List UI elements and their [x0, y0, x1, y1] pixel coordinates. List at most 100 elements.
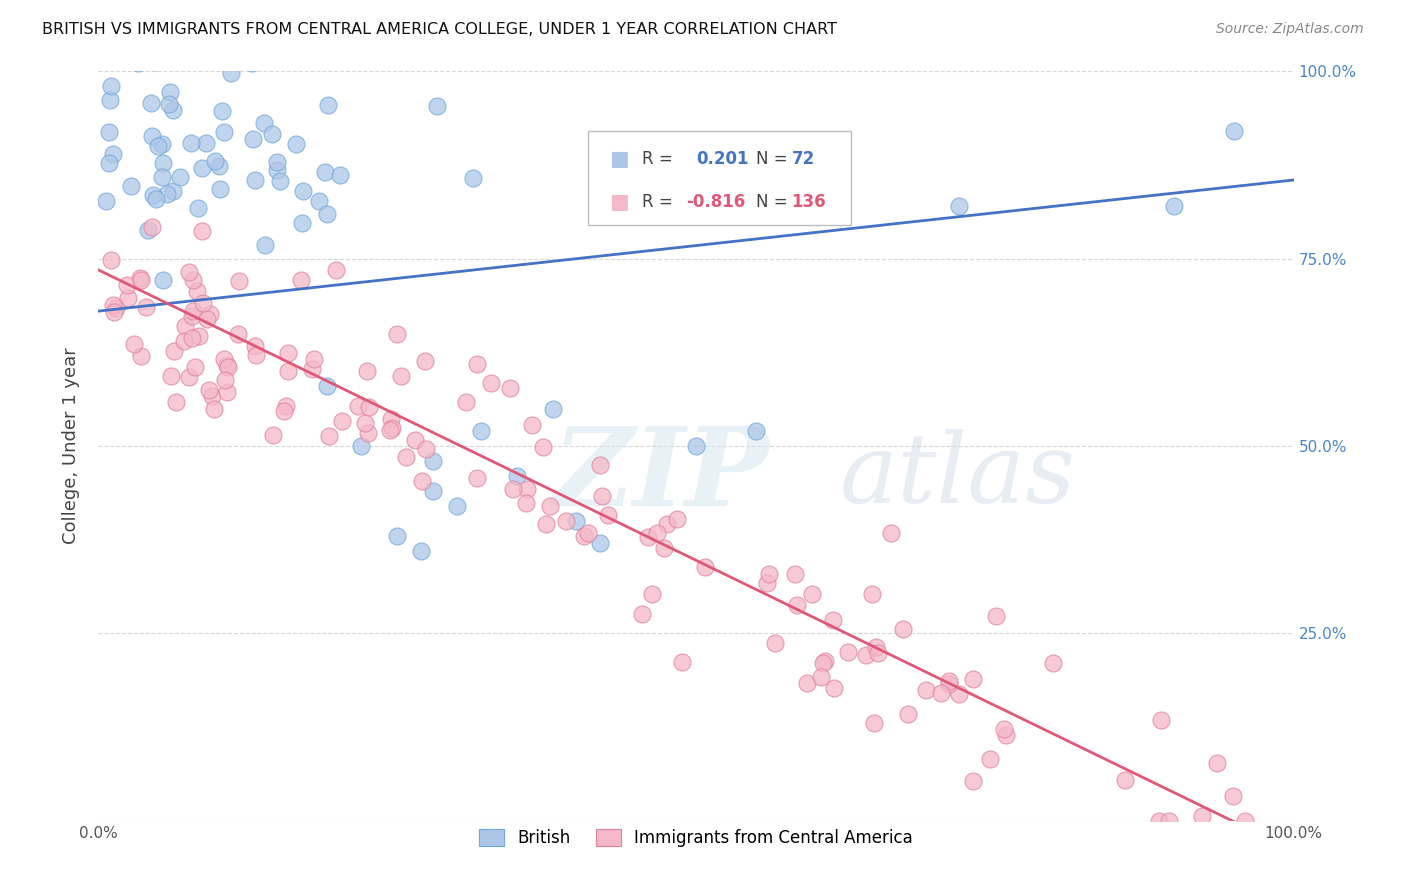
Text: Source: ZipAtlas.com: Source: ZipAtlas.com: [1216, 22, 1364, 37]
Point: [129, 271, 152, 285]
Y-axis label: College, Under 1 year: College, Under 1 year: [62, 348, 80, 544]
Point: [891, 622, 914, 636]
Point: [411, 544, 433, 558]
Point: [103, 305, 125, 319]
Point: [262, 427, 284, 442]
Point: [329, 168, 352, 182]
Point: [191, 161, 214, 176]
Point: [783, 566, 806, 581]
Point: [101, 146, 124, 161]
Point: [136, 223, 159, 237]
Point: [897, 707, 920, 722]
Point: [211, 103, 233, 118]
Point: [665, 512, 688, 526]
Point: [938, 677, 960, 691]
Point: [245, 347, 267, 361]
Point: [520, 418, 543, 433]
Point: [499, 381, 522, 395]
Point: [385, 327, 408, 342]
Point: [156, 187, 179, 202]
Point: [145, 192, 167, 206]
FancyBboxPatch shape: [589, 131, 852, 225]
Point: [357, 426, 380, 441]
Point: [330, 414, 353, 428]
Point: [100, 78, 122, 93]
Point: [209, 182, 232, 196]
Point: [1149, 814, 1171, 828]
Point: [184, 359, 207, 374]
Point: [426, 98, 449, 112]
Point: [1206, 756, 1229, 770]
Point: [115, 277, 138, 292]
Point: [1149, 713, 1171, 727]
Point: [855, 648, 877, 662]
Point: [173, 334, 195, 348]
Point: [308, 194, 330, 208]
Point: [591, 489, 613, 503]
Point: [385, 529, 409, 543]
Point: [316, 207, 339, 221]
Point: [380, 412, 402, 426]
Legend: British, Immigrants from Central America: British, Immigrants from Central America: [472, 822, 920, 854]
Text: BRITISH VS IMMIGRANTS FROM CENTRAL AMERICA COLLEGE, UNDER 1 YEAR CORRELATION CHA: BRITISH VS IMMIGRANTS FROM CENTRAL AMERI…: [42, 22, 837, 37]
Point: [98, 156, 121, 170]
Point: [554, 514, 576, 528]
Point: [929, 686, 952, 700]
Point: [143, 55, 166, 70]
Point: [588, 458, 610, 473]
Point: [181, 331, 204, 345]
Point: [515, 495, 537, 509]
Point: [1223, 124, 1246, 138]
Point: [1157, 814, 1180, 828]
Text: 0.201: 0.201: [696, 150, 748, 169]
Point: [301, 362, 323, 376]
Point: [266, 162, 288, 177]
Point: [765, 636, 787, 650]
Point: [938, 673, 960, 688]
Point: [186, 285, 208, 299]
Point: [198, 384, 221, 398]
Text: R =: R =: [643, 150, 678, 169]
Point: [637, 530, 659, 544]
Point: [1042, 656, 1064, 670]
Point: [868, 646, 890, 660]
Point: [200, 307, 222, 321]
Text: 136: 136: [792, 194, 827, 211]
Text: R =: R =: [643, 194, 678, 211]
Point: [979, 752, 1001, 766]
Point: [152, 156, 174, 170]
Point: [356, 364, 378, 378]
Point: [302, 352, 325, 367]
Point: [100, 93, 122, 107]
Point: [380, 423, 402, 437]
Point: [253, 115, 276, 129]
Point: [465, 471, 488, 485]
Point: [516, 483, 538, 497]
Point: [195, 311, 218, 326]
Point: [212, 124, 235, 138]
Point: [915, 682, 938, 697]
Point: [150, 169, 173, 184]
Point: [411, 474, 433, 488]
Point: [995, 728, 1018, 742]
Point: [470, 424, 492, 438]
Point: [215, 358, 238, 372]
Point: [993, 722, 1015, 736]
Point: [986, 609, 1008, 624]
Point: [422, 483, 444, 498]
Point: [413, 354, 436, 368]
Point: [538, 499, 561, 513]
Point: [228, 274, 250, 288]
Point: [353, 416, 375, 430]
Point: [163, 343, 186, 358]
Point: [181, 303, 204, 318]
Point: [254, 238, 277, 252]
Point: [565, 514, 588, 528]
Point: [212, 352, 235, 367]
Text: -0.816: -0.816: [686, 194, 745, 211]
Point: [415, 442, 437, 457]
Point: [837, 645, 859, 659]
Point: [479, 376, 502, 390]
Point: [598, 508, 620, 522]
Point: [534, 517, 557, 532]
